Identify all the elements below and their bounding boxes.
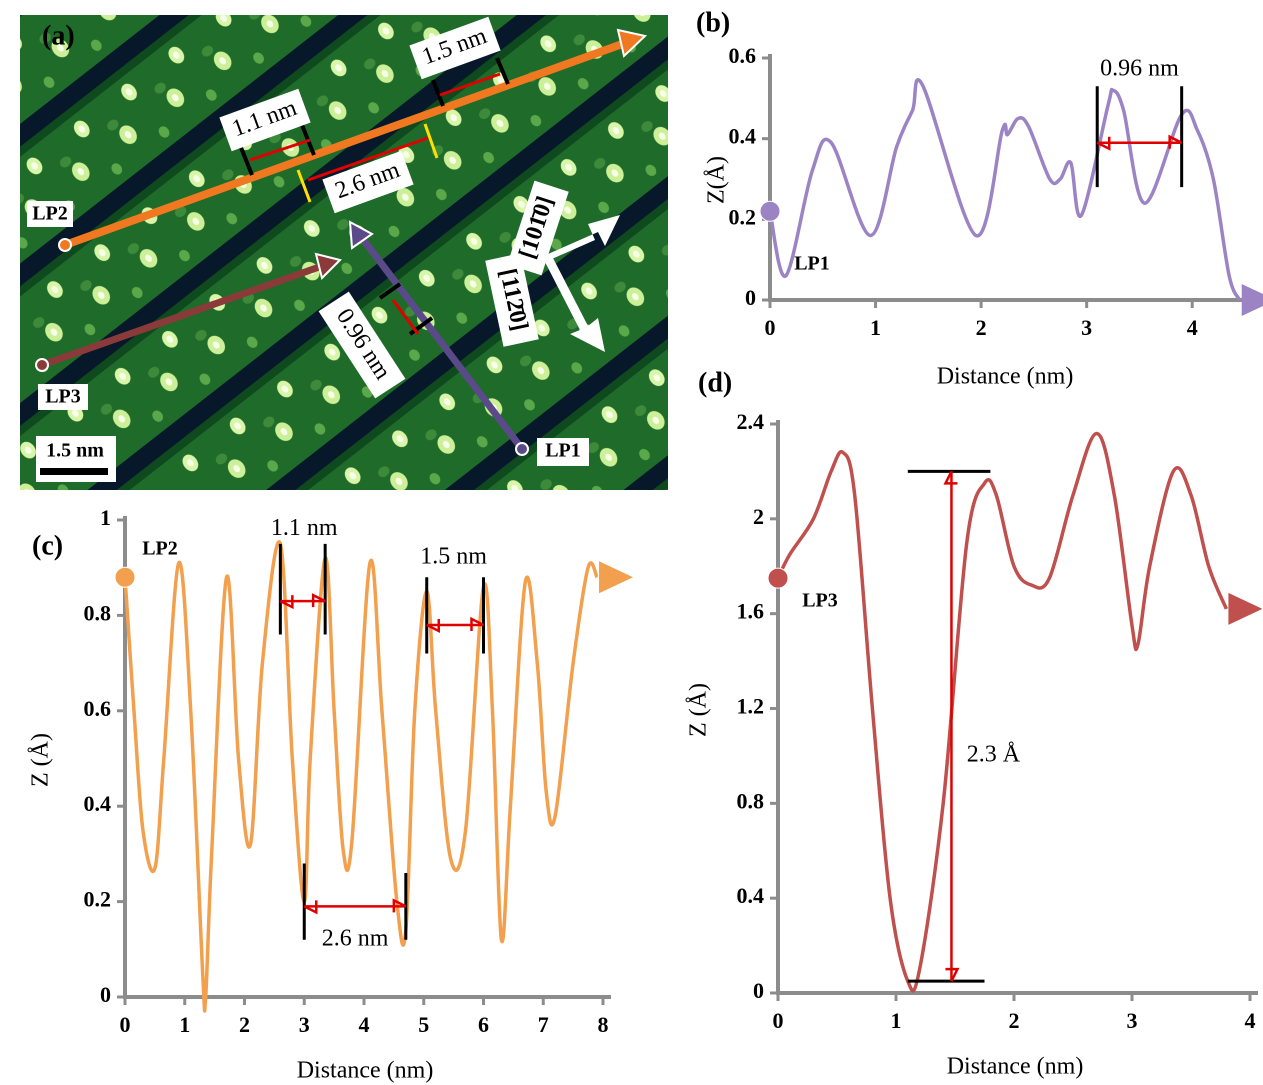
y-tick-label: 0.4 [84,791,112,816]
y-tick-label: 0 [100,982,111,1007]
x-tick-label: 3 [299,1012,310,1037]
label-bg [38,384,88,410]
y-tick-label: 0.4 [737,883,765,908]
annotation-arrowhead [470,616,485,631]
x-tick-label: 8 [598,1012,609,1037]
lp3-start [35,358,49,372]
end-marker [599,561,634,594]
y-axis-title: Z (Å) [28,733,54,787]
y-tick-label: 1.6 [737,599,765,624]
lp3-arrow [314,252,342,280]
lp1-arrow [348,220,374,250]
lp2-arrow [616,28,648,58]
annotation-arrowhead [1096,136,1111,151]
annotation-arrowhead [943,470,958,485]
profile-line [776,431,1229,993]
series-name: LP3 [802,590,838,612]
x-tick-label: 4 [1245,1008,1256,1033]
lp2-line [63,39,627,249]
annotation-arrowhead [311,593,326,608]
start-marker [759,200,781,222]
x-tick-label: 2 [1009,1008,1020,1033]
panel-label: (d) [698,367,732,398]
start-marker [114,566,136,588]
x-axis-title: Distance (nm) [947,1054,1084,1080]
x-tick-label: 3 [1127,1008,1138,1033]
profile-line [768,77,1242,301]
x-axis-title: Distance (nm) [937,364,1074,390]
label-bg [27,201,73,227]
annotation-label: 0.96 nm [1100,56,1179,82]
annotation-arrowhead [279,595,294,610]
annotation-arrowhead [392,898,407,913]
x-tick-label: 3 [1081,315,1092,340]
lp2-start [58,238,72,252]
annotation-arrowhead [303,900,318,915]
panel-label: (c) [32,530,63,561]
y-tick-label: 2 [753,504,764,529]
x-tick-label: 7 [538,1012,549,1037]
stm-image [20,15,668,490]
annotation-label: 2.6 nm [322,925,389,951]
x-tick-label: 1 [891,1008,902,1033]
annotation-label: 1.1 nm [271,515,338,541]
scale-bar [40,468,108,475]
lp-label: LP2 [32,203,68,225]
chart: (c) 0 0.2 0.4 0.6 0.8 1 0 1 2 3 4 5 6 7 8 Distance (nm) Z… [28,505,634,1084]
lp1-start [515,442,529,456]
annotation-arrowhead [426,618,440,633]
profile-line [123,540,599,1013]
y-tick-label: 0.6 [729,43,757,68]
annotation-arrowhead [945,967,960,982]
x-tick-label: 4 [359,1012,370,1037]
direction-arrows [545,215,620,352]
x-tick-label: 0 [120,1012,131,1037]
lp-label: LP3 [45,386,81,408]
start-marker [767,567,789,589]
x-tick-label: 2 [976,315,987,340]
y-tick-label: 0.8 [737,788,765,813]
yellow-ticks [296,123,439,203]
end-marker [1241,284,1263,316]
stm-panel: (a) 1.1 nm 1.5 nm 2.6 nm 0.96 nm [101̄0]… [20,15,668,490]
x-tick-label: 5 [418,1012,429,1037]
scale-bar-label: 1.5 nm [46,440,104,462]
y-tick-label: 0.4 [729,124,757,149]
y-tick-label: 0 [753,978,764,1003]
annotation-arrowhead [1168,134,1183,149]
chart: (d) 0 0.4 0.8 1.2 1.6 2 2.4 0 1 2 3 4 Distance (nm) Z … [686,367,1263,1080]
chart: (b) 0 0.2 0.4 0.6 0 1 2 3 4 Distance (nm) Z(Å) LP1 0.… [696,7,1263,390]
y-tick-label: 1 [100,505,111,530]
lp3-line [40,262,324,369]
x-tick-label: 6 [478,1012,489,1037]
x-tick-label: 0 [765,315,776,340]
label-bg [537,438,589,466]
annotation-label: 2.3 Å [967,741,1021,767]
measure-arrows [249,72,501,335]
y-axis-title: Z(Å) [704,156,730,204]
y-tick-label: 0.6 [84,696,112,721]
y-tick-label: 2.4 [737,409,765,434]
x-tick-label: 4 [1187,315,1198,340]
x-axis-title: Distance (nm) [297,1058,434,1084]
series-name: LP2 [142,538,178,560]
y-tick-label: 0.2 [84,887,112,912]
y-tick-label: 1.2 [737,694,765,719]
y-tick-label: 0.8 [84,600,112,625]
y-tick-label: 0 [745,285,756,310]
series-name: LP1 [794,253,830,275]
x-tick-label: 0 [773,1008,784,1033]
y-axis-title: Z (Å) [686,683,712,737]
x-tick-label: 1 [179,1012,190,1037]
lp1-line [359,235,525,452]
end-marker [1228,592,1263,625]
lp-label: LP1 [545,440,581,462]
y-tick-label: 0.2 [729,204,757,229]
x-tick-label: 2 [239,1012,250,1037]
panel-label: (a) [42,20,75,51]
annotation-label: 1.5 nm [420,544,487,570]
panel-label: (b) [696,7,730,38]
x-tick-label: 1 [870,315,881,340]
